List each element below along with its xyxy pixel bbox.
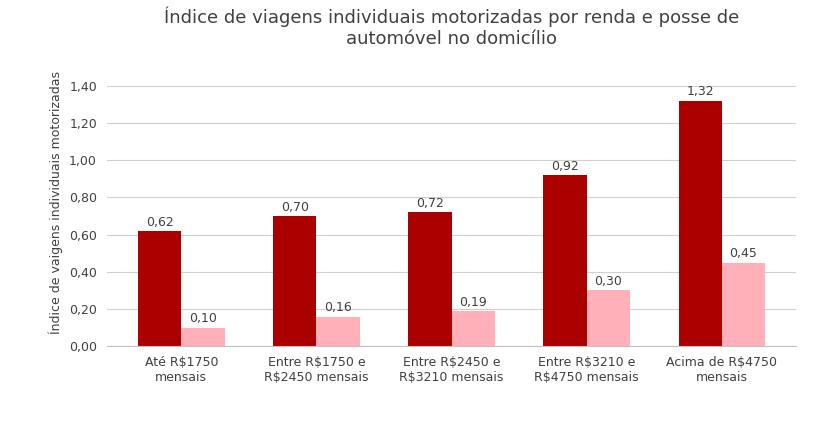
Text: 0,10: 0,10 (189, 313, 217, 325)
Title: Índice de viagens individuais motorizadas por renda e posse de
automóvel no domi: Índice de viagens individuais motorizada… (164, 7, 739, 48)
Y-axis label: Índice de vaigens individuais motorizadas: Índice de vaigens individuais motorizada… (49, 71, 63, 333)
Bar (452, 311, 495, 346)
Bar (678, 100, 722, 346)
Bar (544, 175, 587, 346)
Bar (316, 317, 360, 346)
Bar (587, 290, 630, 346)
Text: 0,72: 0,72 (416, 197, 444, 210)
Text: 0,62: 0,62 (146, 216, 173, 229)
Bar (138, 231, 181, 346)
Text: 0,92: 0,92 (551, 160, 579, 173)
Text: 0,19: 0,19 (459, 296, 487, 309)
Text: 0,30: 0,30 (594, 275, 622, 288)
Text: 0,45: 0,45 (730, 247, 757, 260)
Text: 1,32: 1,32 (686, 85, 714, 98)
Text: 0,70: 0,70 (281, 201, 309, 214)
Bar (722, 262, 765, 346)
Text: 0,16: 0,16 (324, 301, 352, 314)
Bar (181, 328, 225, 346)
Bar (273, 216, 316, 346)
Bar (408, 212, 452, 346)
